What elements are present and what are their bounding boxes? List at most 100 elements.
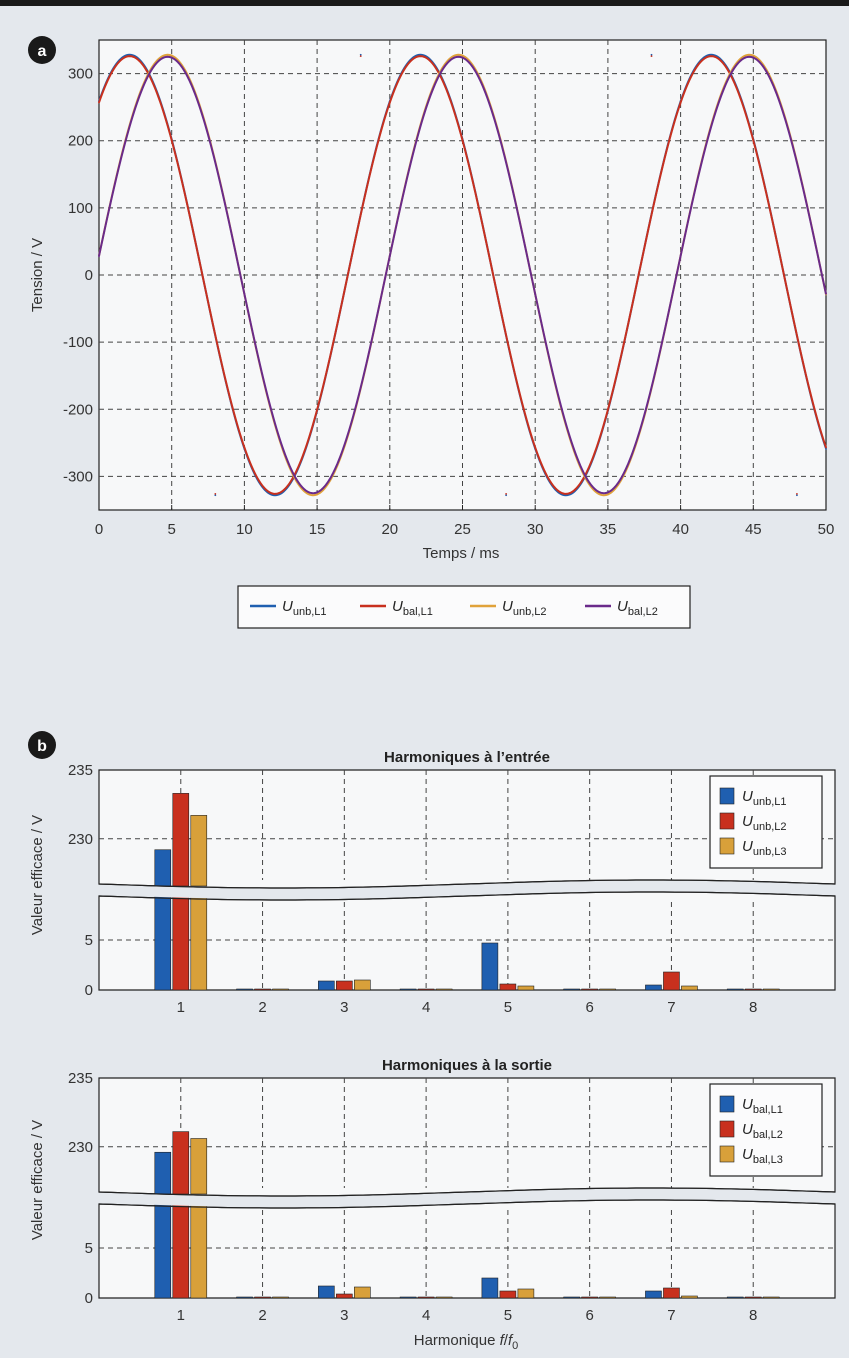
bar [435, 988, 453, 991]
top-rule [0, 0, 849, 6]
bar-chart-x-tick-label: 3 [340, 1307, 348, 1324]
bar [172, 793, 190, 887]
bar [663, 1287, 680, 1299]
bar [517, 1288, 535, 1299]
bar-chart-y-tick-label: 230 [68, 831, 93, 848]
bar-chart-legend-swatch [719, 787, 735, 805]
chart-a-data-point [461, 139, 464, 142]
chart-a-data-point [243, 292, 246, 295]
axis-break-line [98, 879, 836, 889]
bar [399, 1296, 417, 1299]
chart-a-x-tick-label: 20 [381, 521, 398, 538]
bar [481, 942, 499, 991]
chart-a-data-point [505, 494, 508, 497]
chart-a-data-point [752, 139, 755, 142]
chart-a-data-point [214, 492, 217, 495]
chart-a-data-point [170, 56, 173, 59]
chart-a-y-tick-label: 300 [68, 66, 93, 83]
bar-chart-x-tick-label: 7 [667, 1307, 675, 1324]
chart-a-data-point [534, 292, 537, 295]
bar [172, 1201, 190, 1299]
chart-b-x-axis-label: Harmonique f/f0 [414, 1332, 519, 1352]
chart-a-data-point [796, 492, 798, 495]
bar-chart-lower-plot-area [98, 891, 836, 991]
axis-break-line [98, 891, 836, 901]
bar [726, 1296, 744, 1299]
chart-a-y-tick-label: -100 [63, 334, 93, 351]
bar-chart-y-tick-label: 235 [68, 1070, 93, 1087]
bar [517, 985, 535, 991]
axis-break-band [99, 1189, 835, 1207]
chart-a-data-point [98, 101, 100, 104]
bar-chart-legend-swatch [719, 1145, 735, 1163]
chart-a-x-tick-label: 10 [236, 521, 253, 538]
bar-chart-y-tick-label: 5 [85, 1240, 93, 1257]
bar [744, 1296, 762, 1299]
bar-chart-legend-entry: Uunb,L2 [742, 813, 787, 833]
bar-chart-x-tick-label: 2 [258, 1307, 266, 1324]
bar [190, 893, 208, 991]
chart-a-legend-entry: Ubal,L2 [617, 598, 658, 618]
chart-a-legend-box [237, 585, 691, 629]
bar-chart-legend-entry: Uunb,L3 [742, 838, 787, 858]
bar [581, 988, 598, 991]
bar [599, 988, 616, 991]
bar [190, 815, 208, 887]
chart-a-data-point [679, 101, 682, 104]
chart-a-data-point [607, 493, 609, 496]
bar [499, 983, 517, 991]
chart-a-x-tick-label: 5 [168, 521, 176, 538]
output-harmonics-bar-chart: Harmoniques à la sortie 1 2 3 4 5 6 7 8 0 5 230 235 U… [68, 1057, 836, 1324]
bar [481, 1277, 499, 1299]
bar [272, 988, 289, 991]
bar-chart-legend-swatch [719, 1120, 735, 1138]
bar-chart-legend-entry: Uunb,L1 [742, 788, 787, 808]
bar [599, 1296, 616, 1299]
bar-chart-x-tick-label: 1 [177, 999, 185, 1016]
bar-chart-legend-entry: Ubal,L1 [742, 1096, 783, 1116]
chart-a-data-point [461, 56, 464, 59]
bar [154, 893, 172, 991]
bar [726, 988, 744, 991]
bar [762, 1296, 780, 1299]
bar [272, 1296, 289, 1299]
bar-chart-legend-swatch [719, 837, 735, 855]
chart-a-x-tick-label: 45 [745, 521, 762, 538]
axis-break-line [98, 1199, 836, 1209]
chart-a-data-point [825, 446, 827, 449]
chart-a-data-point [825, 448, 827, 450]
bar [435, 1296, 453, 1299]
bar [354, 1286, 371, 1299]
bar-chart-x-tick-label: 8 [749, 1307, 757, 1324]
chart-a-data-point [388, 101, 391, 104]
chart-a-data-point [243, 446, 246, 449]
chart-a-y-tick-label: -200 [63, 401, 93, 418]
chart-a-data-point [752, 56, 755, 59]
bar-chart-title: Harmoniques à la sortie [382, 1057, 552, 1074]
chart-a-data-point [650, 53, 653, 56]
bar-chart-legend-entry: Ubal,L3 [742, 1146, 783, 1166]
chart-b1-y-axis-label: Valeur efficace / V [29, 815, 46, 935]
bar-chart-y-tick-label: 5 [85, 932, 93, 949]
bar [762, 988, 780, 991]
bar-chart-legend-swatch [719, 1095, 735, 1113]
chart-a-legend: Uunb,L1 Ubal,L1 Uunb,L2 Ubal,L2 [237, 585, 691, 629]
bar [499, 1290, 517, 1299]
chart-a-legend-entry: Uunb,L2 [502, 598, 547, 618]
chart-a-data-point [650, 55, 653, 58]
bar [563, 988, 580, 991]
chart-a-data-point [170, 139, 173, 142]
chart-a-data-point [825, 292, 827, 295]
panel-a-badge-label: a [38, 43, 47, 60]
chart-a-data-point [214, 494, 217, 497]
panel-b-badge-label: b [37, 738, 47, 755]
bar [663, 971, 680, 991]
bar-chart-x-tick-label: 5 [504, 1307, 512, 1324]
bar [563, 1296, 580, 1299]
bar [254, 988, 271, 991]
chart-a-legend-entry: Uunb,L1 [282, 598, 327, 618]
chart-a-y-tick-label: 100 [68, 200, 93, 217]
chart-a-y-axis-label: Tension / V [29, 238, 46, 312]
bar [154, 1151, 172, 1195]
chart-a-x-tick-label: 30 [527, 521, 544, 538]
